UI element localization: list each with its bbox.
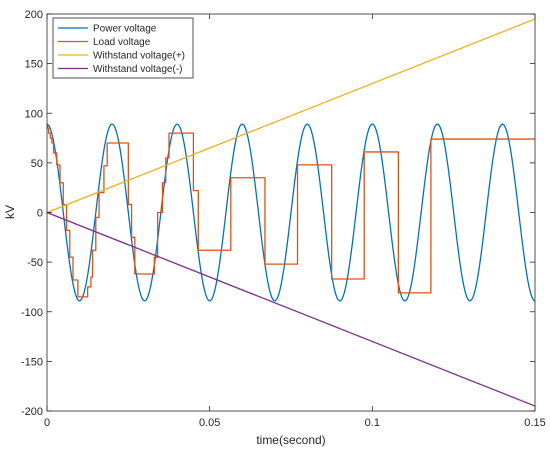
- y-tick-label: -200: [21, 406, 43, 418]
- legend-label-power-voltage: Power voltage: [93, 24, 157, 35]
- y-tick-label: 200: [25, 9, 43, 21]
- axes-group: 0 0.05 0.1 0.15 -200 -150 -100 -50 0 50 100 150 200: [21, 9, 546, 429]
- y-tick-label: -50: [27, 257, 43, 269]
- y-tick-label: 100: [25, 108, 43, 120]
- series-line-load-voltage: [47, 123, 535, 298]
- y-tick-label: 50: [31, 158, 43, 170]
- x-tick-label: 0.15: [524, 417, 545, 429]
- legend-label-load-voltage: Load voltage: [93, 37, 151, 48]
- legend: Power voltage Load voltage Withstand volta…: [52, 17, 194, 79]
- y-tick-label: -100: [21, 307, 43, 319]
- x-tick-label: 0: [44, 417, 50, 429]
- series-line-power-voltage: [47, 123, 535, 302]
- x-tick-label: 0.1: [365, 417, 380, 429]
- legend-label-withstand-voltage: Withstand voltage(-): [93, 64, 182, 75]
- legend-label-withstand-voltage: Withstand voltage(+): [93, 51, 185, 62]
- y-tick-label: -150: [21, 356, 43, 368]
- y-tick-label: 150: [25, 59, 43, 71]
- series-line-withstand-voltage: [47, 18, 535, 214]
- x-axis-label: time(second): [256, 433, 325, 447]
- series-line-withstand-voltage: [47, 211, 535, 407]
- series-group: [47, 18, 535, 407]
- y-tick-label: 0: [37, 208, 43, 220]
- x-tick-label: 0.05: [199, 417, 220, 429]
- y-axis-label: kV: [3, 205, 17, 219]
